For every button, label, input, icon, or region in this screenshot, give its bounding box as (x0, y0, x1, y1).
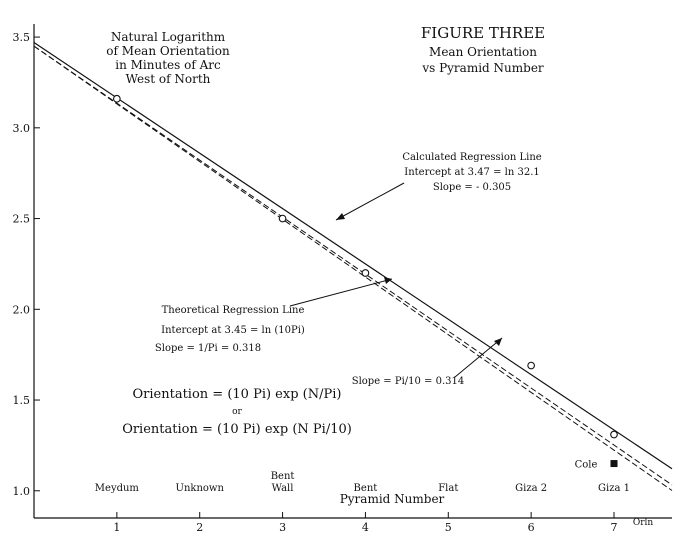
y-axis-label-line-3: in Minutes of Arc (115, 58, 221, 72)
pi10-annotation: Slope = Pi/10 = 0.314 (352, 376, 465, 387)
calculated-annotation-line-1: Calculated Regression Line (402, 152, 541, 163)
x-tick-label-2: 3 (279, 521, 286, 534)
x-axis-label: Pyramid Number (340, 492, 445, 506)
pi10-annotation-arrow (454, 337, 503, 378)
pyramid-name-2-1: Wall (272, 483, 294, 494)
theoretical-annotation-arrowhead (384, 277, 392, 284)
x-tick-label-1: 2 (196, 521, 203, 534)
axes: 1.0 1.5 2.0 2.5 3.0 3.5 1 2 3 4 5 6 7 Meydum Unknown Be… (13, 24, 672, 534)
chart-subtitle-line-2: vs Pyramid Number (421, 61, 544, 75)
x-tick-label-6: 7 (611, 521, 618, 534)
pyramid-name-2-0: Bent (271, 471, 295, 482)
pyramid-name-5-0: Giza 2 (515, 483, 547, 494)
y-axis-label-line-2: of Mean Orientation (106, 44, 230, 58)
pyramid-name-3-0: Bent (354, 483, 378, 494)
theoretical-annotation-line-3: Slope = 1/Pi = 0.318 (155, 343, 261, 354)
x-tick-label-4: 5 (445, 521, 452, 534)
x-axis-unit-label: Orln (633, 518, 654, 528)
pyramid-name-4-0: Flat (438, 483, 458, 494)
data-point-4 (610, 430, 618, 439)
formula-line-2: or (232, 407, 242, 417)
formula-line-3: Orientation = (10 Pi) exp (N Pi/10) (122, 422, 352, 437)
regression-lines (33, 42, 673, 491)
pyramid-name-0-0: Meydum (95, 483, 140, 494)
regression-line-2 (33, 45, 673, 486)
regression-line-0 (33, 42, 673, 470)
y-axis-label-line-1: Natural Logarithm (111, 30, 226, 44)
x-tick-label-5: 6 (528, 521, 535, 534)
data-point-3 (527, 361, 535, 370)
x-tick-label-0: 1 (113, 521, 120, 534)
theoretical-annotation-line-2: Intercept at 3.45 = ln (10Pi) (161, 325, 305, 336)
pyramid-name-6-0: Giza 1 (598, 483, 630, 494)
y-tick-label-2: 2.0 (13, 303, 31, 316)
regression-line-1 (33, 45, 673, 491)
chart-subtitle-line-1: Mean Orientation (429, 45, 537, 59)
data-point-1 (278, 214, 287, 223)
y-tick-label-0: 1.0 (13, 485, 31, 498)
data-point-2 (361, 269, 370, 277)
calculated-annotation-line-2: Intercept at 3.47 = ln 32.1 (404, 167, 539, 178)
formula-line-1: Orientation = (10 Pi) exp (N/Pi) (133, 387, 342, 402)
data-point-0 (113, 94, 121, 103)
y-axis-label-line-4: West of North (126, 72, 211, 86)
calculated-annotation-arrowhead (336, 213, 345, 220)
y-tick-label-1: 1.5 (13, 394, 31, 407)
chart-title: FIGURE THREE (421, 24, 545, 42)
cole-label: Cole (575, 460, 598, 471)
cole-point (610, 460, 618, 468)
y-tick-label-4: 3.0 (13, 122, 31, 135)
x-tick-label-3: 4 (362, 521, 369, 534)
calculated-annotation-arrow (335, 182, 405, 221)
y-tick-label-5: 3.5 (13, 31, 31, 44)
calculated-annotation-line-3: Slope = - 0.305 (433, 182, 511, 193)
theoretical-annotation-line-1: Theoretical Regression Line (162, 305, 305, 316)
data-points: Cole (113, 94, 618, 471)
y-tick-label-3: 2.5 (13, 213, 31, 226)
pyramid-name-1-0: Unknown (176, 483, 225, 494)
pi10-annotation-arrowhead (494, 338, 502, 346)
theoretical-annotation-arrow (289, 278, 393, 307)
